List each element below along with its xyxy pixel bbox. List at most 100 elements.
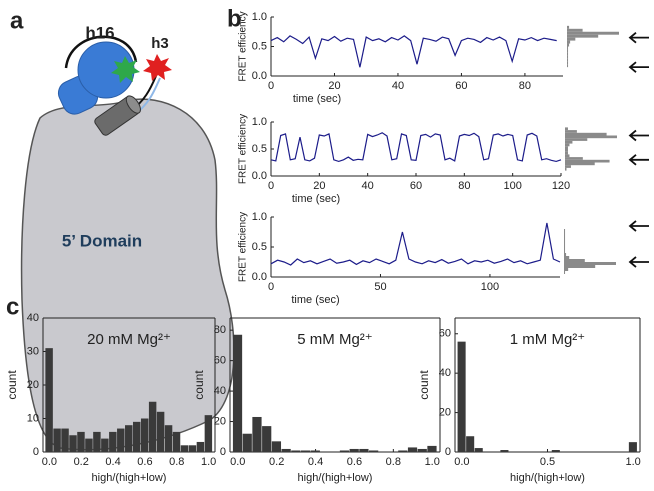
arrow [628,154,649,166]
x-tick-label: 1.0 [625,456,640,468]
bar [148,401,157,452]
side-histogram-bar [565,143,570,147]
x-tick-label: 0.0 [454,456,469,468]
x-tick-label: 60 [455,80,467,92]
arrow [628,129,649,142]
x-tick-label: 0.8 [386,456,401,468]
x-tick-label: 40 [392,80,404,92]
x-axis-label: time (sec) [291,294,339,306]
bar [77,431,85,452]
x-tick-label: 20 [313,180,325,192]
green-dye [111,56,140,83]
chart-title: 20 mM Mg²⁺ [87,331,171,348]
y-tick-label: 1.0 [252,11,267,23]
side-histogram-bar [565,149,568,152]
x-tick-label: 0.0 [42,456,57,468]
y-tick-label: 0.0 [252,70,267,82]
side-histogram-bar [564,271,566,274]
bar [156,411,165,452]
x-tick-label: 0.0 [230,456,245,468]
x-axis-label: high/(high+low) [510,472,585,484]
side-histogram-bar [565,127,568,131]
bar [417,448,427,452]
x-tick-label: 0.6 [347,456,362,468]
side-histogram-bar [564,244,566,247]
x-tick-label: 80 [458,180,470,192]
y-axis-label: FRET efficiency [238,11,249,81]
bar [369,450,379,452]
side-histogram-bar [564,268,569,271]
side-histogram-bar [564,232,566,235]
side-histogram-bar [567,43,570,47]
trace-line [270,132,562,163]
x-axis-label: time (sec) [293,93,341,105]
side-histogram-bar [565,157,583,160]
x-tick-label: 0.5 [540,456,555,468]
bar [398,450,408,452]
x-tick-label: 100 [503,180,521,192]
y-tick-label: 20 [214,415,226,427]
side-histogram-bar [564,259,585,262]
side-histogram-bar [567,49,569,53]
x-tick-label: 50 [374,281,386,293]
y-tick-label: 1.0 [252,211,267,223]
bar [252,416,262,452]
bar [262,426,272,452]
bar [349,448,359,452]
side-histogram-bar [565,138,588,141]
side-histogram-bar [565,146,568,149]
panel-label: c [6,293,19,320]
side-histogram-bar [567,25,570,29]
side-histogram-bar [564,235,566,238]
arrow [628,256,649,268]
y-axis-label: count [5,370,19,400]
bar [281,448,291,452]
bar [291,450,301,452]
y-tick-label: 40 [214,385,226,397]
y-tick-label: 0 [445,446,451,458]
x-tick-label: 100 [481,281,499,293]
side-histogram-bar [565,135,617,139]
side-histogram-bar [564,256,570,259]
x-tick-label: 20 [328,80,340,92]
x-axis-label: time (sec) [292,193,340,205]
cylinder [94,95,141,136]
x-tick-label: 0.2 [74,456,89,468]
x-tick-label: 0 [268,180,274,192]
side-histogram-bar [564,262,616,265]
cylinder-end [125,95,141,114]
bar [140,418,149,452]
side-histogram-bar [564,250,566,253]
side-histogram-bar [567,61,569,65]
bar [45,348,53,452]
x-tick-label: 0.4 [105,456,120,468]
side-histogram-bar [567,55,569,59]
bar [310,450,320,452]
y-tick-label: 20 [27,379,39,391]
side-histogram-bar [564,265,596,268]
y-axis-label: FRET efficiency [238,212,249,282]
y-axis-label: FRET efficiency [238,114,249,184]
x-axis-label: high/(high+low) [298,472,373,484]
red-dye [143,54,172,81]
y-tick-label: 40 [439,367,451,379]
bar [125,425,133,452]
bar [500,450,509,452]
trace-line [270,222,561,266]
helix-label: h16 [85,23,114,42]
chart-title: 5 mM Mg²⁺ [297,331,372,348]
bar [53,428,61,452]
y-axis-label: count [417,370,431,400]
bar [407,447,418,452]
chart-title: 1 mM Mg²⁺ [510,331,585,348]
side-histogram-bar [567,46,569,50]
bar [117,428,125,452]
arrow [628,61,649,73]
domain-label: 5’ Domain [62,231,142,250]
bar [69,435,77,452]
side-histogram-bar [564,241,566,244]
side-histogram-bar [565,132,607,136]
trace-line [270,35,557,68]
bar [164,425,173,452]
